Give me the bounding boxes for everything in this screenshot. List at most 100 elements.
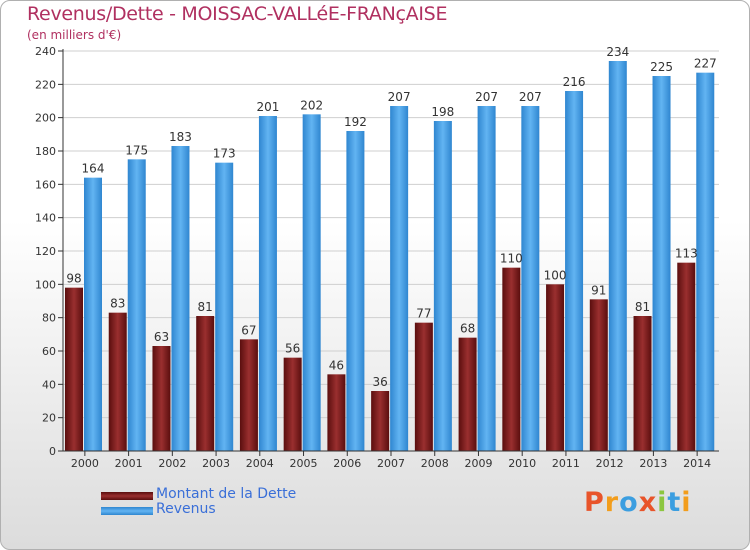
data-label-debt: 36 — [372, 375, 387, 389]
data-label-revenus: 183 — [169, 130, 192, 144]
data-label-revenus: 207 — [475, 90, 498, 104]
logo-letter: r — [604, 487, 620, 518]
bar-debt — [108, 312, 127, 451]
logo-letter: t — [667, 487, 682, 518]
data-label-revenus: 216 — [563, 75, 586, 89]
bar-revenus — [390, 106, 409, 451]
bar-debt — [152, 346, 171, 451]
bar-debt — [327, 374, 346, 451]
logo-letter: i — [657, 487, 668, 518]
x-tick-label: 2009 — [464, 457, 492, 470]
y-tick-label: 240 — [35, 45, 56, 58]
bar-revenus — [696, 72, 715, 452]
chart-subtitle: (en milliers d'€) — [27, 28, 122, 42]
y-tick-label: 220 — [35, 78, 56, 91]
bar-revenus — [171, 146, 190, 451]
x-tick-label: 2004 — [246, 457, 274, 470]
bar-debt — [283, 357, 302, 451]
data-label-revenus: 207 — [519, 90, 542, 104]
data-label-revenus: 198 — [431, 105, 454, 119]
data-label-debt: 77 — [416, 307, 431, 321]
legend-swatch-debt — [101, 492, 153, 500]
bar-debt — [546, 284, 565, 451]
data-label-revenus: 164 — [82, 162, 105, 176]
data-label-debt: 110 — [500, 252, 523, 266]
x-tick-label: 2011 — [552, 457, 580, 470]
y-tick-label: 80 — [42, 312, 56, 325]
x-tick-label: 2010 — [508, 457, 536, 470]
data-label-debt: 81 — [198, 300, 213, 314]
data-label-revenus: 225 — [650, 60, 673, 74]
proxiti-logo: Proxiti — [584, 487, 692, 518]
y-tick-label: 40 — [42, 378, 56, 391]
bar-debt — [589, 299, 608, 451]
bar-debt — [458, 337, 477, 451]
x-tick-label: 2000 — [71, 457, 99, 470]
bar-debt — [502, 267, 521, 451]
bar-debt — [677, 262, 696, 451]
logo-letter: x — [638, 487, 658, 518]
bar-debt — [633, 316, 652, 451]
bar-revenus — [477, 106, 496, 451]
bar-revenus — [302, 114, 321, 451]
y-tick-label: 140 — [35, 212, 56, 225]
bar-debt — [414, 322, 433, 451]
data-label-debt: 100 — [544, 268, 567, 282]
data-label-revenus: 202 — [300, 98, 323, 112]
x-tick-label: 2001 — [115, 457, 143, 470]
data-label-revenus: 207 — [388, 90, 411, 104]
y-tick-label: 60 — [42, 345, 56, 358]
data-label-revenus: 192 — [344, 115, 367, 129]
legend-swatch-revenus — [101, 507, 153, 515]
legend-label-debt: Montant de la Dette — [156, 486, 297, 502]
bar-debt — [239, 339, 258, 451]
data-label-debt: 91 — [591, 283, 606, 297]
x-tick-label: 2012 — [596, 457, 624, 470]
bar-revenus — [521, 106, 540, 451]
bar-debt — [65, 287, 83, 451]
data-label-debt: 68 — [460, 322, 475, 336]
bar-revenus — [433, 121, 452, 451]
x-tick-label: 2003 — [202, 457, 230, 470]
x-tick-label: 2013 — [639, 457, 667, 470]
chart-title: Revenus/Dette - MOISSAC-VALLéE-FRANçAISE — [27, 3, 448, 25]
bar-revenus — [127, 159, 146, 452]
bar-revenus — [215, 162, 234, 451]
y-tick-label: 20 — [42, 412, 56, 425]
bar-debt — [371, 391, 390, 451]
data-label-revenus: 234 — [606, 45, 629, 59]
data-label-debt: 83 — [110, 297, 125, 311]
bar-revenus — [608, 61, 627, 451]
y-tick-label: 0 — [49, 445, 56, 458]
bar-revenus — [258, 116, 277, 451]
bar-debt — [196, 316, 215, 451]
logo-letter: o — [619, 487, 639, 518]
data-label-debt: 81 — [635, 300, 650, 314]
x-tick-label: 2007 — [377, 457, 405, 470]
data-label-debt: 56 — [285, 342, 300, 356]
legend-label-revenus: Revenus — [156, 501, 216, 517]
data-label-debt: 113 — [675, 247, 698, 261]
bar-revenus — [84, 177, 102, 451]
bar-revenus — [565, 91, 584, 451]
data-label-debt: 63 — [154, 330, 169, 344]
x-tick-label: 2005 — [290, 457, 318, 470]
y-tick-label: 200 — [35, 112, 56, 125]
data-label-revenus: 173 — [213, 147, 236, 161]
logo-letter: i — [681, 487, 692, 518]
data-label-revenus: 201 — [256, 100, 279, 114]
data-label-debt: 98 — [66, 272, 81, 286]
y-tick-label: 160 — [35, 178, 56, 191]
bar-revenus — [652, 76, 671, 451]
logo-letter: P — [584, 487, 605, 518]
data-label-debt: 46 — [329, 358, 344, 372]
x-tick-label: 2006 — [333, 457, 361, 470]
x-tick-label: 2008 — [421, 457, 449, 470]
data-label-revenus: 175 — [125, 143, 148, 157]
bar-revenus — [346, 131, 365, 451]
x-tick-label: 2014 — [683, 457, 711, 470]
y-tick-label: 100 — [35, 278, 56, 291]
y-tick-label: 120 — [35, 245, 56, 258]
